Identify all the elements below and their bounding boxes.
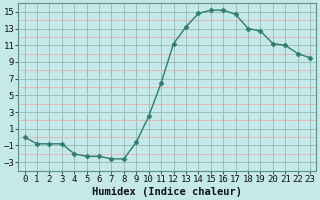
X-axis label: Humidex (Indice chaleur): Humidex (Indice chaleur) bbox=[92, 186, 242, 197]
